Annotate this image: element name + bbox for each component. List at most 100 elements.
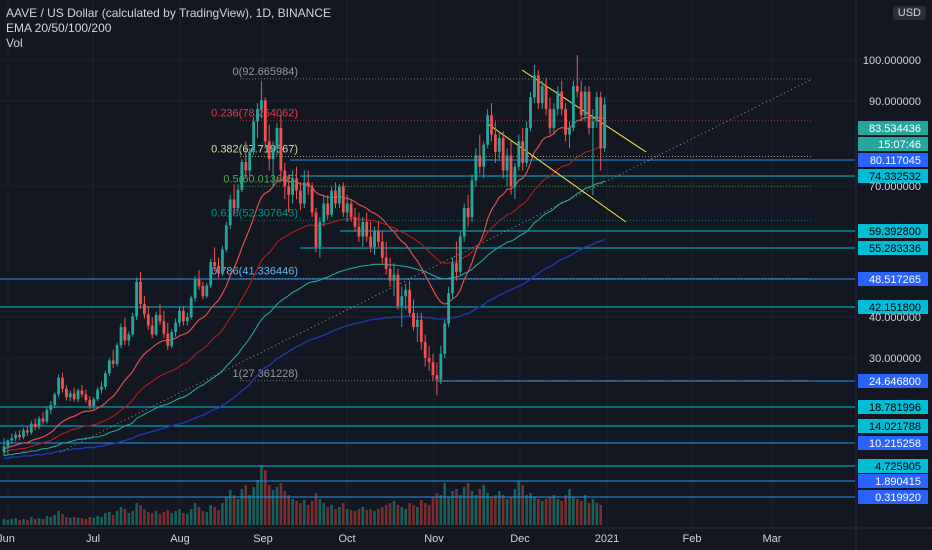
volume-bar (162, 512, 166, 525)
x-tick-label: Mar (763, 533, 782, 545)
candle-body (14, 434, 18, 439)
price-label: 42.151800 (869, 302, 921, 314)
symbol-title[interactable]: AAVE / US Dollar (calculated by TradingV… (6, 6, 332, 20)
volume-bar (533, 497, 536, 525)
volume-bar (131, 511, 134, 525)
candle-body (552, 109, 556, 128)
volume-bar (537, 499, 540, 525)
candle-body (494, 134, 497, 152)
x-tick-label: Jun (0, 533, 15, 545)
candle-body (193, 279, 197, 299)
price-label-box (858, 272, 928, 286)
volume-bar (135, 503, 138, 525)
candle-body (544, 86, 548, 110)
volume-bar (240, 489, 244, 525)
volume-bar (45, 516, 49, 525)
volume-indicator-label[interactable]: Vol (6, 36, 23, 50)
fib-label: 0.618(52.307643) (211, 207, 298, 219)
volume-bar (435, 493, 439, 525)
fib-label: 0.236(78.254062) (211, 108, 298, 120)
candle-body (408, 289, 411, 313)
y-tick-label: 40.000000 (869, 312, 921, 324)
volume-bar (517, 481, 521, 525)
candle-body (505, 155, 509, 171)
volume-bar (158, 514, 162, 525)
x-tick-label: Feb (683, 533, 702, 545)
candle-body (377, 231, 380, 242)
volume-bar (404, 509, 407, 525)
volume-bar (26, 520, 29, 525)
candle-body (380, 241, 384, 258)
volume-bar (22, 519, 25, 525)
candle-body (119, 327, 123, 346)
volume-bar (88, 517, 92, 525)
volume-bar (123, 509, 127, 525)
candle-body (166, 333, 170, 346)
volume-bar (260, 465, 263, 525)
price-label: 15:07:46 (878, 139, 921, 151)
candle-body (517, 141, 521, 167)
ema-line (4, 238, 605, 460)
price-label-box (858, 137, 928, 151)
candle-body (412, 312, 415, 328)
price-axis[interactable]: 83.534436 15:07:46 80.117045 74.332532 59.39… (858, 55, 928, 504)
candle-body (185, 317, 189, 322)
candle-body (115, 345, 119, 364)
channel-lower (487, 123, 627, 223)
volume-bar (548, 497, 552, 525)
candle-body (53, 394, 57, 406)
candle-body (256, 109, 259, 122)
y-tick-label: 90.000000 (869, 96, 921, 108)
candle-body (224, 225, 228, 250)
volume-bar (478, 489, 482, 525)
price-label: 14.021788 (869, 421, 921, 433)
candle-body (2, 446, 6, 453)
candle-body (466, 207, 470, 218)
volume-bar (30, 517, 33, 525)
currency-badge[interactable]: USD (892, 6, 926, 20)
y-tick-label: 30.000000 (869, 353, 921, 365)
volume-bar (466, 483, 470, 525)
candle-body (501, 137, 505, 171)
candle-body (540, 86, 544, 104)
volume-bar (170, 513, 173, 525)
volume-bar (322, 503, 326, 525)
price-label: 18.781996 (869, 402, 921, 414)
price-label: 83.534436 (869, 123, 921, 135)
volume-bar (100, 517, 103, 525)
volume-bar (345, 509, 349, 525)
y-tick-label: 70.000000 (869, 181, 921, 193)
volume-bar (244, 485, 248, 525)
volume-bar (420, 500, 423, 525)
candle-body (68, 393, 72, 398)
volume-bar (357, 509, 361, 525)
volume-bar (279, 483, 283, 525)
volume-bar (14, 518, 17, 525)
volume-bar (256, 480, 259, 525)
candle-body (213, 262, 216, 267)
volume-bar (143, 509, 146, 525)
volume-bar (369, 509, 372, 525)
ema-indicator-label[interactable]: EMA 20/50/100/200 (6, 21, 112, 35)
candle-body (575, 86, 579, 92)
volume-bar (174, 511, 177, 525)
volume-bar (583, 495, 587, 525)
x-tick-label: Sep (253, 533, 273, 545)
candle-body (536, 75, 540, 104)
candle-body (556, 91, 560, 110)
volume-bar (197, 507, 201, 525)
volume-bar (186, 514, 189, 525)
volume-bar (505, 499, 509, 525)
candle-body (100, 386, 103, 390)
candle-body (603, 104, 606, 149)
price-label-box (858, 169, 928, 183)
candle-body (287, 186, 291, 195)
candle-body (88, 400, 92, 407)
volume-bar (275, 487, 279, 525)
candle-body (18, 434, 21, 438)
volume-bar (501, 495, 505, 525)
volume-bar (439, 495, 443, 525)
candle-body (462, 207, 466, 237)
